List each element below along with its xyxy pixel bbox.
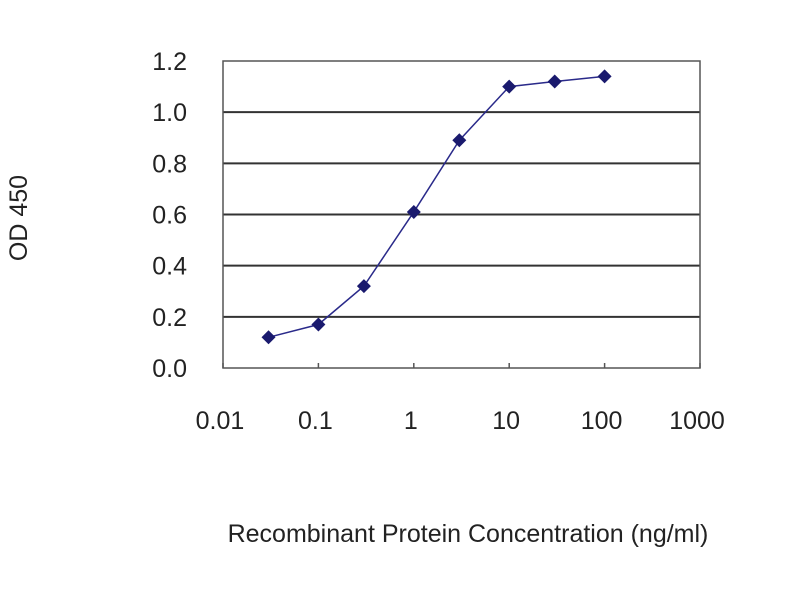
y-tick-label: 0.2 [152, 304, 187, 332]
x-axis-label: Recombinant Protein Concentration (ng/ml… [228, 520, 709, 548]
x-tick-label: 1 [404, 407, 418, 435]
x-tick-label: 1000 [669, 407, 725, 435]
data-point [261, 330, 276, 345]
y-tick-label: 1.0 [152, 99, 187, 127]
y-tick-label: 1.2 [152, 48, 187, 76]
x-tick-label: 0.01 [196, 407, 245, 435]
data-point [406, 204, 421, 219]
x-tick-label: 100 [581, 407, 623, 435]
data-point [502, 79, 517, 94]
data-point [452, 133, 467, 148]
y-tick-label: 0.4 [152, 253, 187, 281]
data-point [356, 279, 371, 294]
plot-frame [222, 60, 701, 369]
data-point [311, 317, 326, 332]
data-point [597, 69, 612, 84]
y-tick-label: 0.6 [152, 202, 187, 230]
x-tick-label: 10 [492, 407, 520, 435]
x-tick-label: 0.1 [298, 407, 333, 435]
series-line [268, 75, 605, 339]
y-tick-label: 0.8 [152, 150, 187, 178]
data-point [547, 74, 562, 89]
y-tick-label: 0.0 [152, 355, 187, 383]
y-axis-label: OD 450 [5, 175, 33, 261]
